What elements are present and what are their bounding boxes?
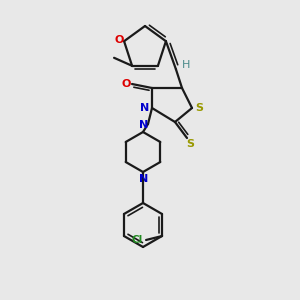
Text: Cl: Cl [131,235,143,245]
Text: H: H [182,60,190,70]
Text: O: O [114,35,124,45]
Text: S: S [195,103,203,113]
Text: O: O [121,79,131,89]
Text: N: N [140,103,150,113]
Text: N: N [140,120,148,130]
Text: N: N [140,174,148,184]
Text: S: S [186,139,194,149]
